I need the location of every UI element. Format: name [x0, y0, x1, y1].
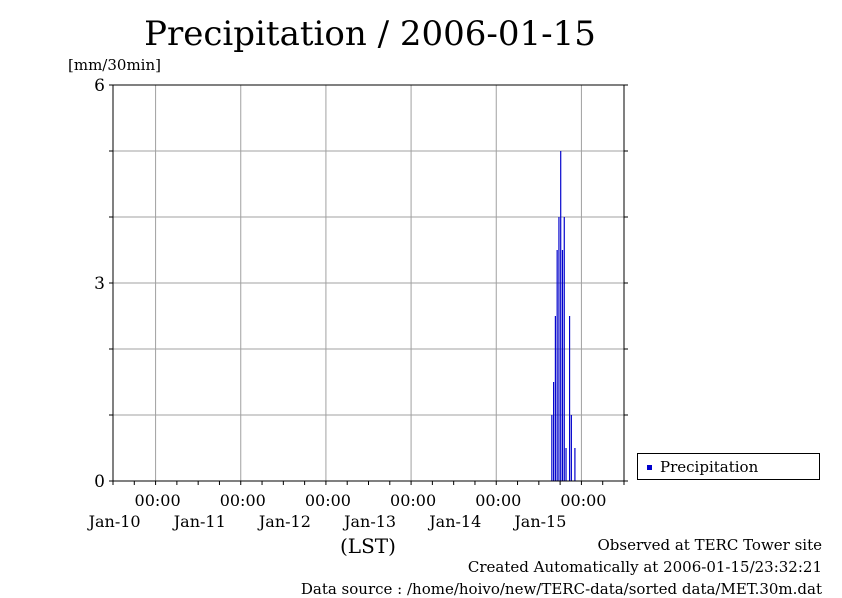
precipitation-bar — [561, 250, 564, 481]
x-tick-date-label: Jan-13 — [342, 512, 396, 531]
footer-observed: Observed at TERC Tower site — [597, 536, 822, 554]
x-tick-time-label: 00:00 — [390, 491, 436, 510]
x-tick-date-label: Jan-14 — [427, 512, 481, 531]
precipitation-bar — [565, 448, 567, 481]
x-tick-time-label: 00:00 — [135, 491, 181, 510]
precipitation-bar — [560, 151, 562, 481]
x-tick-time-label: 00:00 — [475, 491, 521, 510]
x-tick-date-label: Jan-15 — [512, 512, 566, 531]
x-tick-time-label: 00:00 — [220, 491, 266, 510]
x-tick-date-label: Jan-12 — [257, 512, 311, 531]
y-tick-label: 3 — [94, 274, 105, 294]
bar-series — [551, 151, 576, 481]
precipitation-bar — [554, 316, 556, 481]
legend-label: Precipitation — [660, 458, 759, 476]
axis-ticks: 0 3 6 00:00 Jan-10 00:00 Jan-11 00:00 Jan-12 00:0… — [87, 76, 628, 531]
precipitation-bar — [556, 250, 558, 481]
grid-lines — [113, 85, 624, 481]
legend-swatch — [647, 465, 652, 470]
chart-title: Precipitation / 2006-01-15 — [144, 14, 596, 54]
footer-source: Data source : /home/hoivo/new/TERC-data/… — [300, 580, 822, 598]
footer-created: Created Automatically at 2006-01-15/23:3… — [467, 558, 822, 576]
x-tick-time-label: 00:00 — [560, 491, 606, 510]
precipitation-bar — [553, 382, 555, 481]
legend: Precipitation — [637, 453, 820, 480]
precipitation-bar — [558, 217, 560, 481]
y-axis-unit-label: [mm/30min] — [68, 56, 161, 74]
precipitation-bar — [574, 448, 576, 481]
x-tick-date-label: Jan-10 — [87, 512, 141, 531]
x-axis-label: (LST) — [340, 534, 396, 558]
precipitation-bar — [551, 415, 553, 481]
y-tick-label: 0 — [94, 472, 105, 492]
y-tick-label: 6 — [94, 76, 105, 96]
precipitation-bar — [568, 316, 571, 481]
precipitation-bar — [570, 415, 572, 481]
x-tick-date-label: Jan-11 — [172, 512, 226, 531]
precipitation-bar — [563, 217, 565, 481]
x-tick-time-label: 00:00 — [305, 491, 351, 510]
